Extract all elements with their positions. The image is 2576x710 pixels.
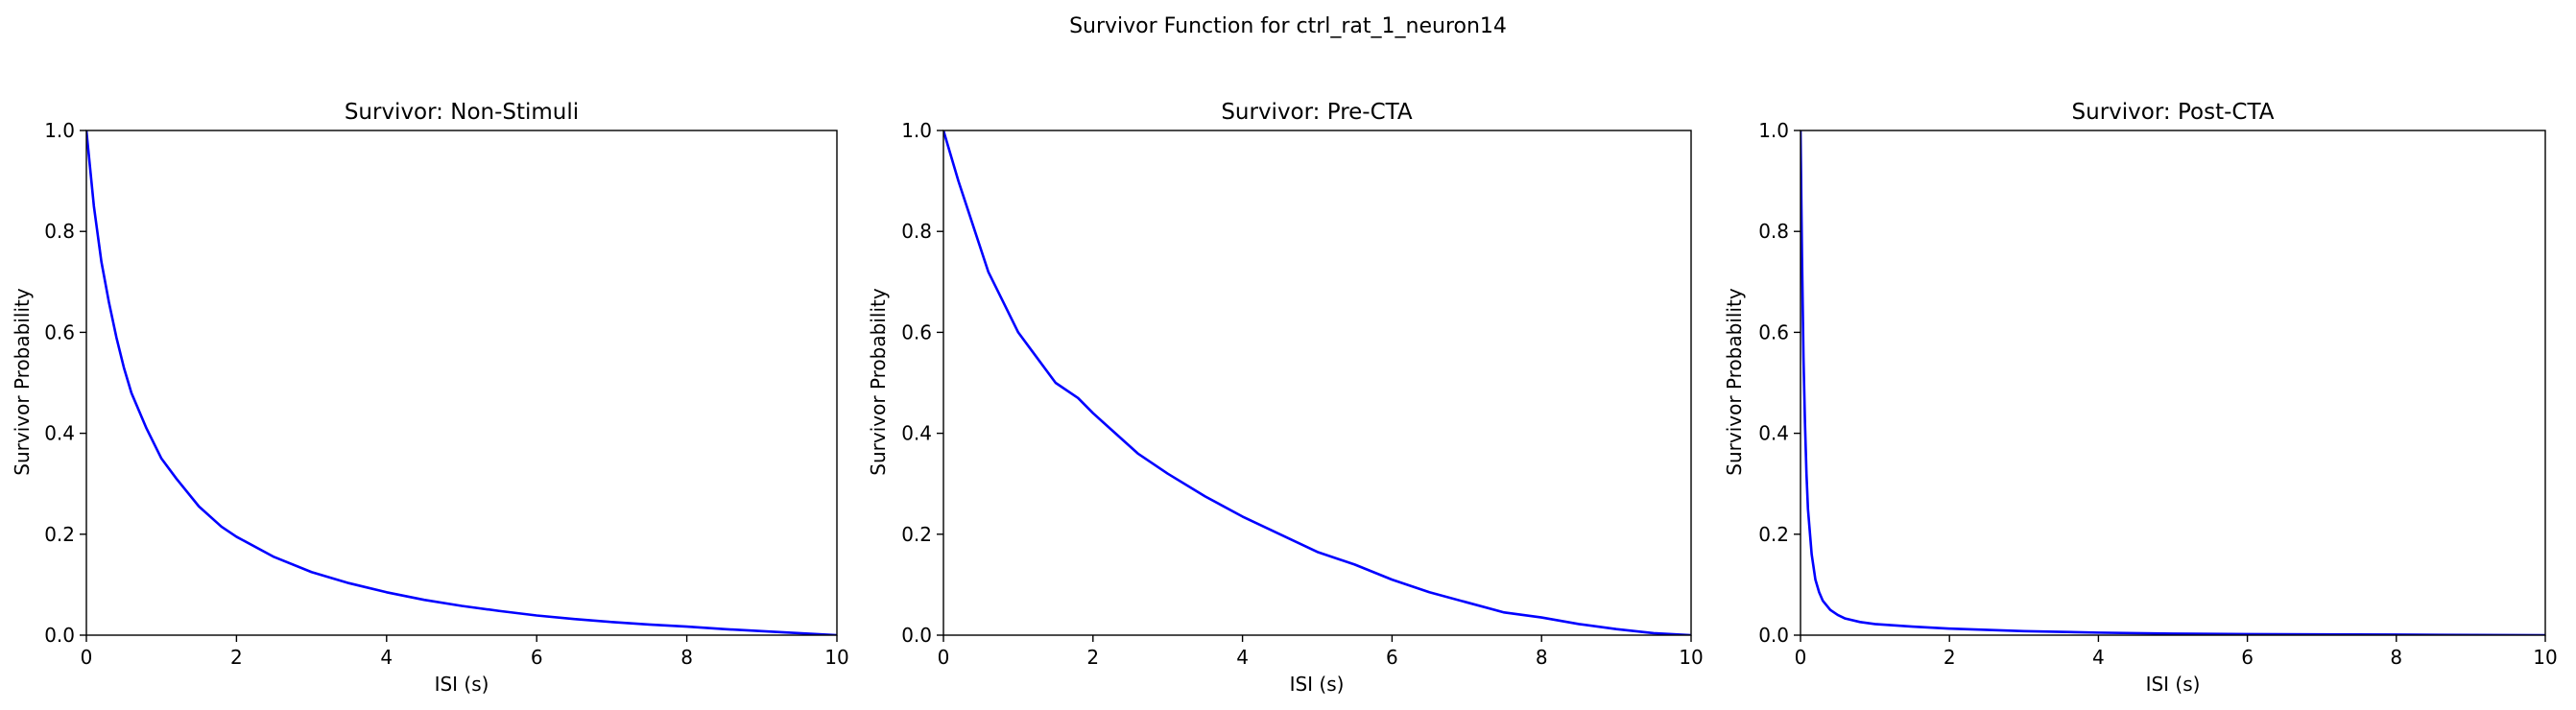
series-line	[1801, 130, 2545, 635]
x-tick-label: 8	[2390, 646, 2402, 669]
y-tick-label: 0.6	[901, 320, 932, 343]
y-axis-label: Survivor Probability	[867, 288, 890, 476]
x-tick-label: 6	[1386, 646, 1398, 669]
figure-suptitle: Survivor Function for ctrl_rat_1_neuron1…	[1069, 14, 1507, 38]
x-tick-label: 0	[938, 646, 950, 669]
x-tick-label: 6	[531, 646, 543, 669]
x-axis-label: ISI (s)	[435, 673, 489, 696]
x-tick-label: 0	[1795, 646, 1807, 669]
panel-post-cta: Survivor: Post-CTA 0 2 4 6 8 10 0.0 0.2 0.4 0.6 0.…	[1723, 100, 2558, 696]
y-tick-label: 0.2	[1758, 523, 1789, 546]
y-tick-label: 0.4	[1758, 422, 1789, 445]
x-tick-label: 0	[81, 646, 93, 669]
axes-frame	[85, 130, 838, 636]
axes-frame	[942, 130, 1692, 636]
panel-title: Survivor: Non-Stimuli	[345, 100, 579, 125]
y-tick-label: 0.8	[901, 220, 932, 243]
x-tick-label: 10	[824, 646, 848, 669]
y-tick-label: 1.0	[44, 119, 75, 142]
x-tick-label: 10	[2533, 646, 2557, 669]
panel-non-stimuli: Survivor: Non-Stimuli 0 2 4 6 8 10 0.0 0.2 0.4 0.…	[11, 100, 849, 696]
y-tick-label: 0.4	[901, 422, 932, 445]
x-tick-label: 2	[230, 646, 243, 669]
series-line	[86, 130, 837, 635]
x-tick-label: 6	[2241, 646, 2254, 669]
y-axis-label: Survivor Probability	[11, 288, 34, 476]
axes-frame	[1800, 130, 2546, 636]
panel-title: Survivor: Pre-CTA	[1221, 100, 1413, 125]
x-tick-label: 2	[1086, 646, 1099, 669]
panel-pre-cta: Survivor: Pre-CTA 0 2 4 6 8 10 0.0 0.2 0.4 0.6 0.8…	[867, 100, 1704, 696]
series-line	[943, 130, 1691, 635]
y-tick-label: 0.6	[1758, 320, 1789, 343]
panel-title: Survivor: Post-CTA	[2072, 100, 2275, 125]
y-tick-label: 0.8	[44, 220, 75, 243]
x-axis-label: ISI (s)	[2146, 673, 2201, 696]
y-tick-label: 0.8	[1758, 220, 1789, 243]
y-tick-label: 0.2	[901, 523, 932, 546]
axes-plot-area: 0 2 4 6 8 10 0.0 0.2 0.4 0.6 0.8 1.0	[44, 119, 849, 669]
x-axis-label: ISI (s)	[1290, 673, 1345, 696]
y-tick-label: 0.4	[44, 422, 75, 445]
x-tick-label: 2	[1944, 646, 1956, 669]
x-tick-label: 8	[680, 646, 693, 669]
y-tick-label: 1.0	[901, 119, 932, 142]
x-tick-label: 4	[1236, 646, 1249, 669]
y-axis-label: Survivor Probability	[1723, 288, 1746, 476]
axes-plot-area: 0 2 4 6 8 10 0.0 0.2 0.4 0.6 0.8 1.0	[901, 119, 1704, 669]
y-tick-label: 1.0	[1758, 119, 1789, 142]
x-tick-label: 10	[1679, 646, 1703, 669]
y-tick-label: 0.6	[44, 320, 75, 343]
x-tick-label: 8	[1536, 646, 1548, 669]
axes-plot-area: 0 2 4 6 8 10 0.0 0.2 0.4 0.6 0.8 1.0	[1758, 119, 2558, 669]
x-tick-label: 4	[2092, 646, 2105, 669]
y-tick-label: 0.0	[1758, 624, 1789, 647]
y-tick-label: 0.2	[44, 523, 75, 546]
y-tick-label: 0.0	[44, 624, 75, 647]
x-tick-label: 4	[380, 646, 393, 669]
y-tick-label: 0.0	[901, 624, 932, 647]
